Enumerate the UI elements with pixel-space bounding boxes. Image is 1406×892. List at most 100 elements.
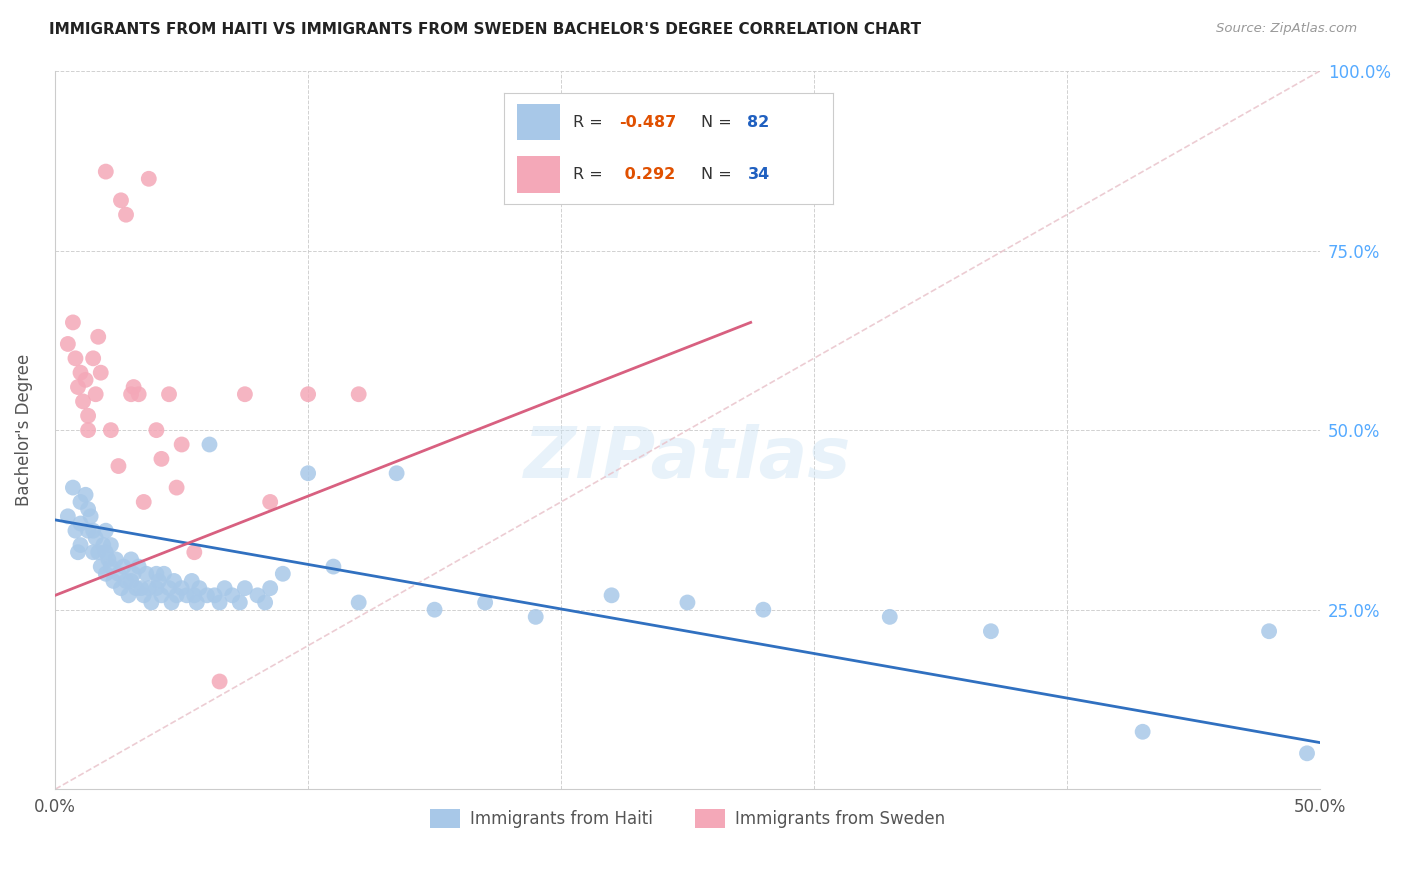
Point: [62, 481, 84, 495]
Point: [208, 595, 231, 609]
Point: [75, 373, 97, 387]
Point: [65, 524, 87, 538]
Point: [94, 524, 117, 538]
Point: [125, 581, 148, 595]
Point: [141, 595, 163, 609]
Point: [122, 566, 145, 581]
Point: [297, 467, 319, 481]
Point: [66, 545, 89, 559]
Point: [195, 588, 218, 602]
Point: [385, 467, 408, 481]
Point: [163, 574, 186, 588]
Point: [77, 409, 100, 423]
Point: [150, 588, 173, 602]
Point: [166, 481, 188, 495]
Point: [69, 366, 91, 380]
Point: [524, 610, 547, 624]
Point: [90, 559, 112, 574]
Point: [122, 380, 145, 394]
Point: [474, 595, 496, 609]
Point: [110, 581, 132, 595]
Point: [186, 595, 208, 609]
Point: [347, 595, 370, 609]
Point: [69, 495, 91, 509]
Point: [1132, 724, 1154, 739]
Point: [423, 602, 446, 616]
Point: [94, 566, 117, 581]
Point: [246, 588, 269, 602]
Point: [150, 451, 173, 466]
Point: [128, 559, 150, 574]
Point: [170, 581, 193, 595]
Point: [132, 495, 155, 509]
Point: [72, 394, 94, 409]
Y-axis label: Bachelor's Degree: Bachelor's Degree: [15, 354, 32, 507]
Point: [157, 581, 180, 595]
Point: [77, 502, 100, 516]
Point: [110, 194, 132, 208]
Point: [100, 559, 122, 574]
Point: [271, 566, 294, 581]
Point: [145, 566, 167, 581]
Point: [254, 595, 277, 609]
Point: [166, 588, 188, 602]
Point: [84, 387, 107, 401]
Point: [322, 559, 344, 574]
Point: [233, 387, 256, 401]
Legend: Immigrants from Haiti, Immigrants from Sweden: Immigrants from Haiti, Immigrants from S…: [423, 802, 952, 835]
Point: [170, 437, 193, 451]
Point: [82, 524, 104, 538]
Point: [128, 387, 150, 401]
Point: [69, 538, 91, 552]
Point: [107, 566, 129, 581]
Point: [980, 624, 1002, 639]
Point: [138, 171, 160, 186]
Point: [676, 595, 699, 609]
Point: [347, 387, 370, 401]
Point: [77, 423, 100, 437]
Point: [176, 588, 198, 602]
Point: [138, 581, 160, 595]
Point: [180, 574, 202, 588]
Point: [112, 559, 135, 574]
Point: [600, 588, 623, 602]
Point: [148, 574, 170, 588]
Point: [66, 380, 89, 394]
Point: [91, 538, 114, 552]
Point: [221, 588, 243, 602]
Point: [233, 581, 256, 595]
Point: [752, 602, 775, 616]
Point: [82, 545, 104, 559]
Point: [879, 610, 901, 624]
Point: [75, 488, 97, 502]
Point: [120, 574, 142, 588]
Point: [82, 351, 104, 366]
Point: [297, 387, 319, 401]
Point: [204, 588, 226, 602]
Point: [62, 315, 84, 329]
Point: [188, 581, 211, 595]
Point: [153, 566, 176, 581]
Point: [183, 545, 205, 559]
Point: [103, 574, 125, 588]
Text: ZIPatlas: ZIPatlas: [524, 425, 851, 493]
Text: IMMIGRANTS FROM HAITI VS IMMIGRANTS FROM SWEDEN BACHELOR'S DEGREE CORRELATION CH: IMMIGRANTS FROM HAITI VS IMMIGRANTS FROM…: [49, 22, 921, 37]
Point: [107, 458, 129, 473]
Point: [214, 581, 236, 595]
Point: [87, 545, 110, 559]
Point: [208, 674, 231, 689]
Point: [56, 509, 79, 524]
Point: [87, 330, 110, 344]
Point: [160, 595, 183, 609]
Point: [84, 531, 107, 545]
Point: [183, 588, 205, 602]
Point: [1258, 624, 1281, 639]
Point: [97, 552, 120, 566]
Point: [120, 387, 142, 401]
Point: [100, 538, 122, 552]
Point: [1296, 747, 1319, 761]
Point: [132, 588, 155, 602]
Point: [56, 337, 79, 351]
Point: [115, 208, 138, 222]
Point: [198, 437, 221, 451]
